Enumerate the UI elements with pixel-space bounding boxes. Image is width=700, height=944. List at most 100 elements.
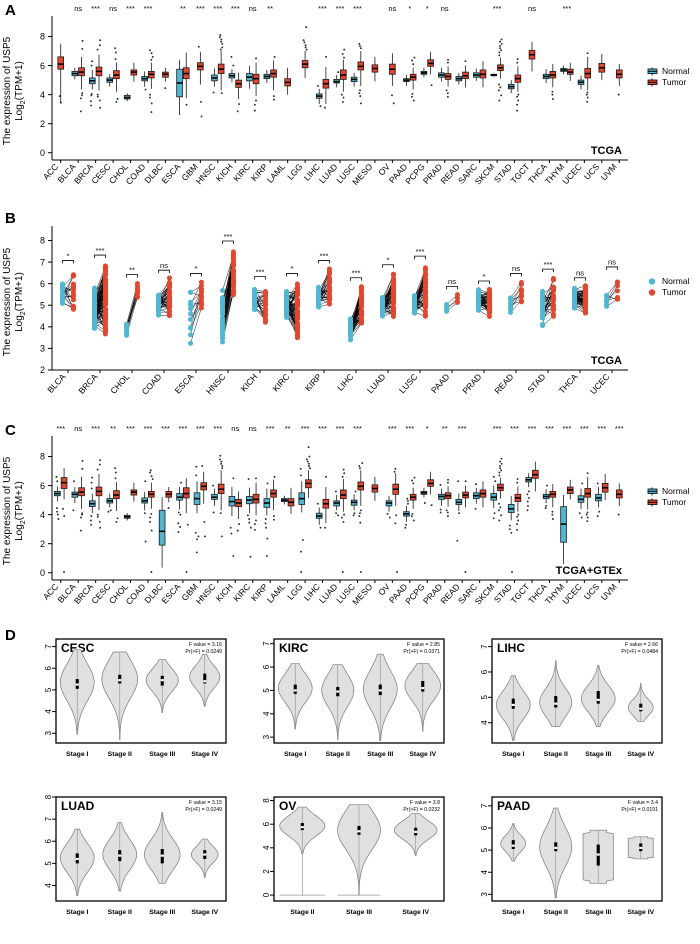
x-tick-label-LUAD: LUAD <box>317 582 340 606</box>
outlier-point <box>197 535 200 538</box>
tumor-point <box>550 306 556 312</box>
outlier-point <box>388 516 391 519</box>
tumor-point <box>326 275 332 281</box>
normal-dots <box>412 293 418 316</box>
tumor-point <box>358 310 364 316</box>
outlier-point <box>238 103 241 106</box>
outlier-point <box>358 465 361 467</box>
outlier-point <box>81 47 84 50</box>
significance-KIRP: *** <box>266 424 275 433</box>
box-KIRC-normal <box>246 65 253 89</box>
tumor-point <box>358 299 364 305</box>
outlier-point <box>342 468 345 471</box>
y-tick-label: 3 <box>44 730 53 735</box>
outlier-point <box>499 506 502 509</box>
box-GBM-tumor <box>197 45 204 118</box>
tumor-point <box>198 293 204 299</box>
stage-label-stage-ii: Stage II <box>108 909 132 916</box>
outlier-point <box>316 84 319 87</box>
significance-STAD: *** <box>544 260 553 269</box>
tumor-point <box>294 288 300 294</box>
x-tick-label-READ: READ <box>492 372 515 396</box>
tumor-point <box>614 279 620 285</box>
tumor-point <box>390 286 396 292</box>
tumor-dots <box>326 266 332 307</box>
outlier-point <box>359 95 362 98</box>
tumor-point <box>326 301 332 307</box>
tumor-point <box>198 289 204 295</box>
violin-stage-ii <box>279 806 326 896</box>
normal-point <box>412 293 418 299</box>
median-marker <box>554 702 558 705</box>
median-marker <box>639 707 643 710</box>
violin-stage-iii <box>337 804 381 896</box>
outlier-point <box>430 504 433 507</box>
box-PAAD-tumor <box>409 56 417 102</box>
panel-d: D 3 4 5 6 7 CESC F value = 3.16 Pr(>F) = 0.0249… <box>0 625 700 944</box>
outlier-point <box>253 109 256 112</box>
outlier-point <box>305 48 308 51</box>
tumor-point <box>262 302 268 308</box>
tumor-point <box>326 295 332 301</box>
normal-point <box>540 311 546 317</box>
outlier-point <box>300 571 303 573</box>
outlier-point <box>551 98 554 100</box>
tumor-point <box>358 291 364 297</box>
box-PRAD-normal <box>438 483 445 514</box>
outlier-point <box>406 497 409 500</box>
significance-READ: *** <box>458 424 467 433</box>
box-LIHC-tumor <box>322 475 330 529</box>
significance-GBM: *** <box>196 4 205 13</box>
x-tick-label-PRAD: PRAD <box>460 372 483 396</box>
bracket <box>318 260 330 264</box>
x-tick-label-UCEC: UCEC <box>560 582 584 607</box>
outlier-point <box>164 87 167 90</box>
stage-label-stage-ii: Stage II <box>290 909 314 916</box>
outlier-point <box>551 518 554 520</box>
y-tick-label: 6 <box>480 825 489 830</box>
normal-dots <box>252 286 258 313</box>
outlier-point <box>253 528 256 531</box>
outlier-point <box>255 477 257 480</box>
median-marker <box>357 830 361 833</box>
violin-stage-iii <box>145 659 179 714</box>
significance-TGCT: ns <box>528 4 536 13</box>
tumor-point <box>518 287 524 293</box>
significance-LUSC: *** <box>416 247 425 256</box>
outlier-point <box>498 51 501 54</box>
stage-label-stage-iii: Stage III <box>367 751 393 758</box>
stage-label-stage-i: Stage I <box>502 909 524 916</box>
y-tick-label: 4 <box>40 322 45 332</box>
significance-COAD: *** <box>144 424 153 433</box>
outlier-point <box>266 537 269 540</box>
box-ESCA-tumor <box>182 478 190 573</box>
outlier-point <box>201 465 204 467</box>
significance-LUSC: *** <box>353 424 362 433</box>
box-THCA-tumor <box>549 484 557 520</box>
outlier-point <box>99 459 102 462</box>
tumor-point <box>70 306 76 312</box>
outlier-point <box>91 476 94 479</box>
significance-ESCA: ** <box>180 4 186 13</box>
outlier-point <box>150 571 153 573</box>
outlier-point <box>151 55 154 58</box>
tumor-point <box>422 305 428 311</box>
outlier-point <box>516 109 519 112</box>
significance-UVM: *** <box>615 424 624 433</box>
outlier-point <box>498 83 500 86</box>
outlier-point <box>464 571 467 573</box>
box-COAD-normal <box>141 480 148 543</box>
violin-stage-iv <box>189 653 221 707</box>
outlier-point <box>99 106 102 109</box>
significance-bracket-COAD: ns <box>158 261 170 274</box>
box-group-LIHC <box>315 475 330 529</box>
outlier-point <box>499 40 502 43</box>
outlier-point <box>411 92 414 95</box>
x-tick-label-UVM: UVM <box>599 582 619 603</box>
x-tick-label-ESCA: ESCA <box>159 581 182 605</box>
outlier-point <box>393 470 396 473</box>
normal-point <box>92 285 98 291</box>
significance-bracket-KIRP: *** <box>318 251 330 264</box>
tumor-point <box>486 303 492 309</box>
normal-point <box>220 319 226 325</box>
